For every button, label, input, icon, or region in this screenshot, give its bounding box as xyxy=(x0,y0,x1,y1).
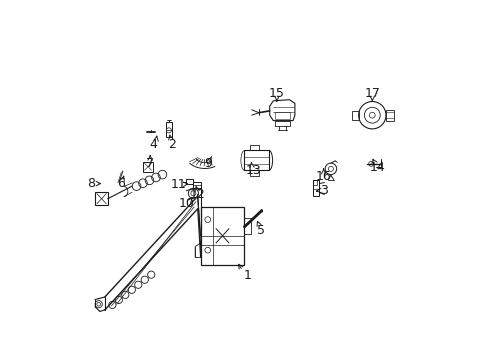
Text: 3: 3 xyxy=(319,184,327,197)
Text: 15: 15 xyxy=(268,87,284,100)
Bar xyxy=(312,180,319,196)
Circle shape xyxy=(166,128,171,133)
Text: 7: 7 xyxy=(146,157,154,170)
Bar xyxy=(95,192,107,205)
Circle shape xyxy=(325,163,336,175)
Text: 9: 9 xyxy=(204,157,212,170)
Circle shape xyxy=(204,247,210,253)
Circle shape xyxy=(190,191,196,196)
Bar xyxy=(352,111,358,120)
Bar xyxy=(312,180,317,185)
Bar xyxy=(142,162,153,172)
Circle shape xyxy=(188,188,198,198)
Text: 13: 13 xyxy=(245,164,261,177)
Circle shape xyxy=(115,296,122,303)
Bar xyxy=(249,145,258,150)
Circle shape xyxy=(108,301,116,309)
Circle shape xyxy=(147,271,155,278)
Text: 11: 11 xyxy=(170,178,186,191)
Bar xyxy=(200,207,244,265)
Bar xyxy=(385,110,393,121)
Circle shape xyxy=(128,286,135,293)
Circle shape xyxy=(95,301,102,308)
Bar xyxy=(193,182,200,188)
Circle shape xyxy=(368,112,374,118)
Circle shape xyxy=(328,166,333,171)
Bar xyxy=(244,218,250,234)
Circle shape xyxy=(122,291,129,298)
Circle shape xyxy=(141,276,148,283)
Text: 16: 16 xyxy=(315,170,331,183)
Text: 8: 8 xyxy=(87,177,95,190)
Circle shape xyxy=(134,281,142,288)
Text: 10: 10 xyxy=(178,197,194,210)
Bar xyxy=(249,170,258,176)
Text: 6: 6 xyxy=(117,177,125,190)
Circle shape xyxy=(358,102,385,129)
Bar xyxy=(186,179,192,184)
Bar xyxy=(275,112,289,119)
Text: 4: 4 xyxy=(149,138,157,150)
Text: 5: 5 xyxy=(256,224,264,237)
Text: 17: 17 xyxy=(364,87,380,100)
Text: 1: 1 xyxy=(244,269,251,282)
Text: 2: 2 xyxy=(168,138,176,150)
Circle shape xyxy=(364,107,380,123)
Circle shape xyxy=(368,161,373,166)
Circle shape xyxy=(204,217,210,222)
Text: 12: 12 xyxy=(189,188,205,201)
Bar xyxy=(244,150,268,170)
Text: 14: 14 xyxy=(369,161,385,174)
Bar xyxy=(166,122,171,137)
Circle shape xyxy=(97,302,101,306)
